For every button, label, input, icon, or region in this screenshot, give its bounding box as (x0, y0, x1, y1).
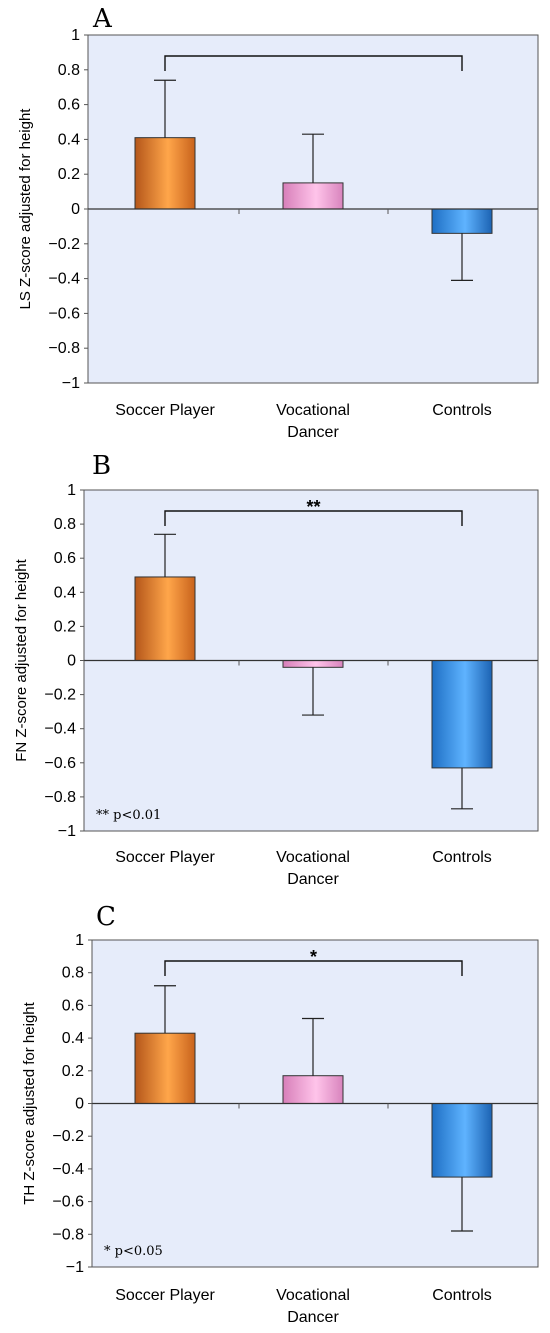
x-category-label: Vocational (276, 1287, 350, 1304)
y-tick-label: 0.4 (54, 584, 76, 601)
p-value-note: * p<0.05 (104, 1244, 163, 1259)
significance-marker: * (310, 947, 317, 967)
bar-vocational-dancer (282, 182, 344, 210)
y-tick-label: −0.8 (52, 1226, 84, 1243)
y-tick-label: 0.8 (62, 965, 84, 982)
bar-controls (431, 660, 493, 769)
bar-controls (431, 1103, 493, 1178)
x-category-label: Controls (432, 402, 492, 419)
y-tick-label: −0.2 (52, 1128, 84, 1145)
panel-label: C (96, 902, 116, 932)
y-tick-label: −1 (58, 823, 76, 840)
y-tick-label: 1 (67, 482, 76, 499)
significance-marker: ** (306, 497, 320, 517)
y-tick-label: 0.6 (62, 997, 84, 1014)
y-tick-label: 0.6 (54, 550, 76, 567)
y-tick-label: 0.6 (58, 97, 80, 114)
y-tick-label: 0 (75, 1096, 84, 1113)
bar-vocational-dancer (282, 1075, 344, 1104)
significance-bracket (164, 510, 463, 526)
y-tick-label: −0.4 (48, 271, 80, 288)
y-axis-label: FN Z-score adjusted for height (13, 558, 30, 761)
x-category-label: Dancer (287, 424, 339, 441)
y-tick-label: 0.8 (58, 62, 80, 79)
panel-label: B (92, 451, 111, 481)
x-category-label: Dancer (287, 1309, 339, 1326)
bar-soccer-player (134, 1032, 196, 1104)
chart-panel-c: C1 0.8 0.6 0.4 0.2 0 −0.2 −0.4 −0.6 −0.8 −1 TH Z-sc… (21, 902, 539, 1326)
bar-vocational-dancer (282, 660, 344, 668)
bar-soccer-player (134, 576, 196, 662)
y-tick-label: 0.2 (58, 166, 80, 183)
y-tick-label: −0.2 (44, 687, 76, 704)
y-tick-label: 0.4 (58, 131, 80, 148)
y-tick-label: −0.6 (48, 305, 80, 322)
y-tick-label: 1 (71, 27, 80, 44)
x-category-label: Controls (432, 1287, 492, 1304)
y-tick-label: −1 (66, 1259, 84, 1276)
y-tick-label: 1 (75, 932, 84, 949)
bar-controls (431, 208, 493, 234)
y-tick-label: −0.2 (48, 236, 80, 253)
p-value-note: ** p<0.01 (96, 808, 161, 823)
x-category-label: Vocational (276, 849, 350, 866)
y-tick-label: 0.2 (62, 1063, 84, 1080)
y-axis-label: TH Z-score adjusted for height (21, 1001, 38, 1204)
panel-label: A (92, 4, 113, 34)
y-tick-label: −0.4 (44, 721, 76, 738)
y-tick-label: 0.2 (54, 618, 76, 635)
x-category-label: Soccer Player (115, 849, 215, 866)
y-tick-label: −1 (62, 375, 80, 392)
significance-bracket (164, 960, 463, 976)
y-tick-label: 0 (67, 653, 76, 670)
y-tick-label: −0.8 (44, 789, 76, 806)
x-category-label: Vocational (276, 402, 350, 419)
y-axis-label: LS Z-score adjusted for height (17, 108, 34, 310)
x-category-label: Controls (432, 849, 492, 866)
x-category-label: Soccer Player (115, 402, 215, 419)
significance-bracket (164, 55, 463, 71)
y-tick-label: 0.8 (54, 516, 76, 533)
x-category-label: Dancer (287, 871, 339, 888)
x-category-label: Soccer Player (115, 1287, 215, 1304)
y-tick-label: −0.8 (48, 340, 80, 357)
y-tick-label: −0.6 (44, 755, 76, 772)
y-tick-label: 0 (71, 201, 80, 218)
y-tick-label: 0.4 (62, 1030, 84, 1047)
y-tick-label: −0.4 (52, 1161, 84, 1178)
bar-soccer-player (134, 137, 196, 210)
chart-panel-b: B1 0.8 0.6 0.4 0.2 0 −0.2 −0.4 −0.6 −0.8 −1 FN Z-sc… (13, 451, 539, 888)
y-tick-label: −0.6 (52, 1194, 84, 1211)
chart-panel-a: A1 0.8 0.6 0.4 0.2 0 −0.2 −0.4 −0.6 −0.8 −1 LS Z-sc… (17, 4, 539, 441)
